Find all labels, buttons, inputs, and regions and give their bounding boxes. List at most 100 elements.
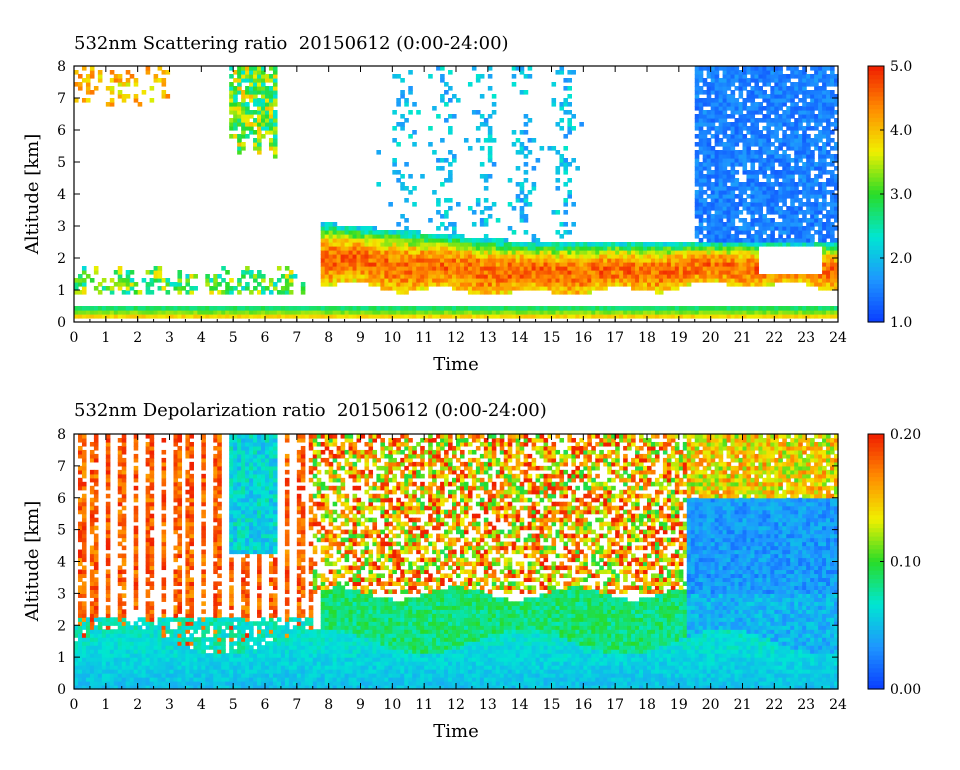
heatmap-cell <box>237 306 242 311</box>
heatmap-cell <box>412 270 417 275</box>
heatmap-cell <box>718 174 724 179</box>
heatmap-cell <box>826 266 831 271</box>
heatmap-cell <box>583 262 588 267</box>
heatmap-cell <box>284 274 290 279</box>
heatmap-cell <box>487 134 493 139</box>
heatmap-cell <box>519 66 525 71</box>
heatmap-cell <box>635 266 640 271</box>
heatmap-cell <box>141 649 147 654</box>
heatmap-cell <box>531 242 537 247</box>
heatmap-cell <box>802 118 807 123</box>
heatmap-cell <box>149 278 155 283</box>
heatmap-cell <box>376 314 381 319</box>
heatmap-cell <box>257 142 262 147</box>
heatmap-cell <box>288 274 294 279</box>
heatmap-cell <box>539 310 545 315</box>
heatmap-cell <box>738 238 744 243</box>
heatmap-cell <box>93 310 99 315</box>
heatmap-cell <box>89 681 95 686</box>
heatmap-cell <box>137 617 143 622</box>
heatmap-cell <box>404 250 409 255</box>
heatmap-cell <box>830 210 835 215</box>
heatmap-cell <box>253 138 258 143</box>
heatmap-cell <box>428 246 433 251</box>
heatmap-cell <box>806 186 811 191</box>
heatmap-cell <box>380 246 385 251</box>
heatmap-cell <box>631 314 636 319</box>
heatmap-cell <box>523 266 529 271</box>
heatmap-cell <box>440 310 445 315</box>
heatmap-cell <box>706 118 712 123</box>
heatmap-cell <box>272 134 278 139</box>
x-tick-label: 22 <box>765 330 783 346</box>
heatmap-cell <box>81 453 87 459</box>
heatmap-cell <box>746 126 752 131</box>
heatmap-cell <box>722 98 728 103</box>
heatmap-cell <box>324 234 330 239</box>
heatmap-cell <box>272 74 278 79</box>
x-tick-label: 20 <box>702 330 720 346</box>
heatmap-cell <box>237 310 242 315</box>
heatmap-cell <box>261 314 266 319</box>
heatmap-cell <box>428 306 433 311</box>
heatmap-cell <box>563 102 569 107</box>
heatmap-cell <box>579 122 584 127</box>
heatmap-cell <box>352 238 358 243</box>
heatmap-cell <box>117 573 123 579</box>
heatmap-cell <box>734 158 740 163</box>
heatmap-cell <box>746 258 752 263</box>
heatmap-cell <box>818 122 823 127</box>
heatmap-cell <box>328 238 334 243</box>
heatmap-cell <box>241 134 246 139</box>
heatmap-cell <box>444 214 449 219</box>
heatmap-cell <box>826 262 831 267</box>
heatmap-cell <box>412 306 417 311</box>
heatmap-cell <box>129 314 135 319</box>
heatmap-cell <box>288 270 294 275</box>
heatmap-cell <box>794 154 799 159</box>
heatmap-cell <box>428 262 433 267</box>
heatmap-cell <box>750 98 756 103</box>
heatmap-cell <box>698 170 704 175</box>
heatmap-cell <box>706 194 712 199</box>
heatmap-cell <box>774 210 779 215</box>
heatmap-cell <box>97 617 103 622</box>
heatmap-cell <box>766 150 771 155</box>
heatmap-cell <box>177 286 183 291</box>
heatmap-cell <box>507 242 513 247</box>
heatmap-cell <box>93 613 99 618</box>
heatmap-cell <box>316 306 322 311</box>
heatmap-cell <box>694 162 700 167</box>
heatmap-cell <box>631 258 636 263</box>
heatmap-cell <box>129 661 135 666</box>
heatmap-cell <box>810 218 815 223</box>
heatmap-cell <box>830 70 835 75</box>
heatmap-cell <box>718 90 724 95</box>
heatmap-cell <box>332 250 338 255</box>
heatmap-cell <box>360 238 366 243</box>
heatmap-cell <box>730 198 736 203</box>
heatmap-cell <box>444 238 449 243</box>
heatmap-cell <box>268 86 274 91</box>
heatmap-cell <box>690 310 696 315</box>
heatmap-cell <box>304 310 310 315</box>
heatmap-cell <box>682 254 688 259</box>
heatmap-cell <box>336 310 342 315</box>
heatmap-cell <box>782 182 787 187</box>
heatmap-cell <box>750 142 756 147</box>
heatmap-cell <box>814 94 819 99</box>
heatmap-cell <box>571 126 576 131</box>
heatmap-cell <box>579 270 584 275</box>
heatmap-cell <box>794 182 799 187</box>
heatmap-cell <box>376 310 381 315</box>
heatmap-cell <box>292 314 298 319</box>
heatmap-cell <box>261 122 266 127</box>
heatmap-cell <box>766 310 771 315</box>
heatmap-cell <box>105 617 111 622</box>
heatmap-cell <box>527 190 533 195</box>
heatmap-cell <box>818 274 823 279</box>
heatmap-cell <box>328 234 334 239</box>
heatmap-cell <box>810 274 815 279</box>
heatmap-cell <box>507 282 513 287</box>
heatmap-cell <box>734 126 740 131</box>
